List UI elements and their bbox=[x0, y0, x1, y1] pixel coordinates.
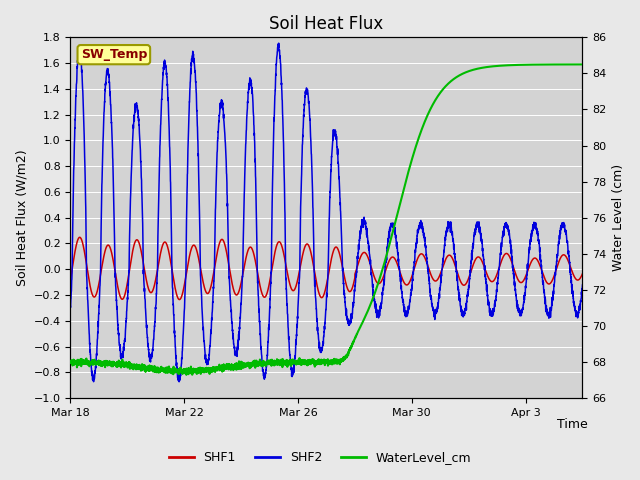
Y-axis label: Water Level (cm): Water Level (cm) bbox=[612, 164, 625, 271]
Title: Soil Heat Flux: Soil Heat Flux bbox=[269, 15, 383, 33]
Y-axis label: Soil Heat Flux (W/m2): Soil Heat Flux (W/m2) bbox=[15, 149, 28, 286]
X-axis label: Time: Time bbox=[557, 418, 588, 431]
Text: SW_Temp: SW_Temp bbox=[81, 48, 147, 61]
Legend: SHF1, SHF2, WaterLevel_cm: SHF1, SHF2, WaterLevel_cm bbox=[164, 446, 476, 469]
